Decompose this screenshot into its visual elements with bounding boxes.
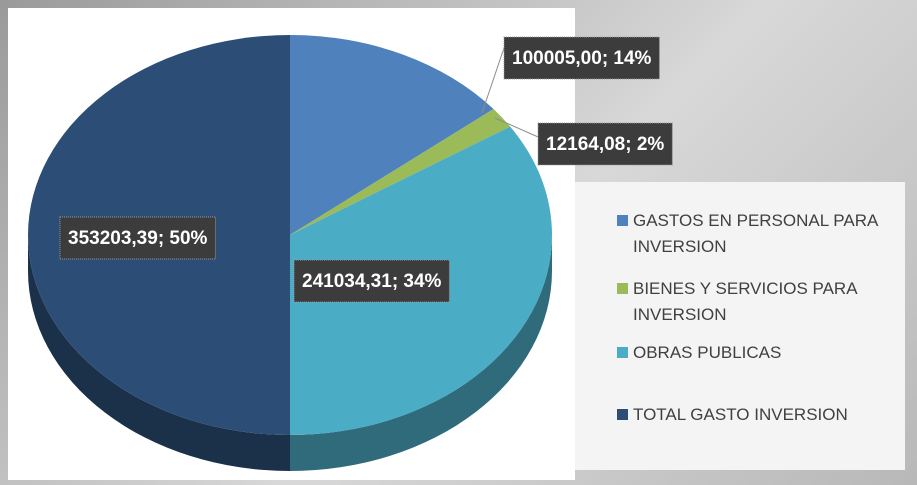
slice-side — [290, 235, 552, 471]
legend-item: OBRAS PUBLICAS — [617, 340, 907, 366]
data-label-text: 241034,31; 34% — [302, 271, 442, 292]
data-label-box — [293, 259, 450, 303]
slice — [290, 109, 511, 235]
legend-swatch — [617, 283, 628, 294]
data-label: 241034,31; 34% — [293, 259, 450, 303]
data-label-text: 100005,00; 14% — [512, 48, 652, 69]
slice — [290, 35, 494, 235]
data-label: 12164,08; 2% — [537, 122, 673, 166]
legend-label: TOTAL GASTO INVERSION — [633, 405, 848, 424]
slice-side — [28, 235, 290, 471]
legend-swatch — [617, 215, 628, 226]
data-label-box — [503, 36, 660, 80]
data-label-box — [537, 122, 673, 166]
data-label-box — [59, 216, 216, 260]
data-label: 353203,39; 50% — [59, 216, 216, 260]
data-label: 100005,00; 14% — [503, 36, 660, 80]
legend-label: BIENES Y SERVICIOS PARA INVERSION — [633, 279, 857, 324]
data-label-text: 12164,08; 2% — [546, 134, 664, 155]
legend-item: GASTOS EN PERSONAL PARA INVERSION — [617, 208, 907, 260]
leader-line — [481, 41, 507, 114]
legend-label: GASTOS EN PERSONAL PARA INVERSION — [633, 211, 878, 256]
legend-panel — [575, 182, 905, 470]
data-label-text: 353203,39; 50% — [68, 228, 208, 249]
legend-swatch — [617, 347, 628, 358]
legend-swatch — [617, 409, 628, 420]
legend: GASTOS EN PERSONAL PARA INVERSION BIENES … — [617, 208, 907, 428]
legend-item: TOTAL GASTO INVERSION — [617, 402, 907, 428]
legend-label: OBRAS PUBLICAS — [633, 343, 782, 362]
leader-line — [494, 117, 546, 141]
legend-item: BIENES Y SERVICIOS PARA INVERSION — [617, 276, 907, 328]
